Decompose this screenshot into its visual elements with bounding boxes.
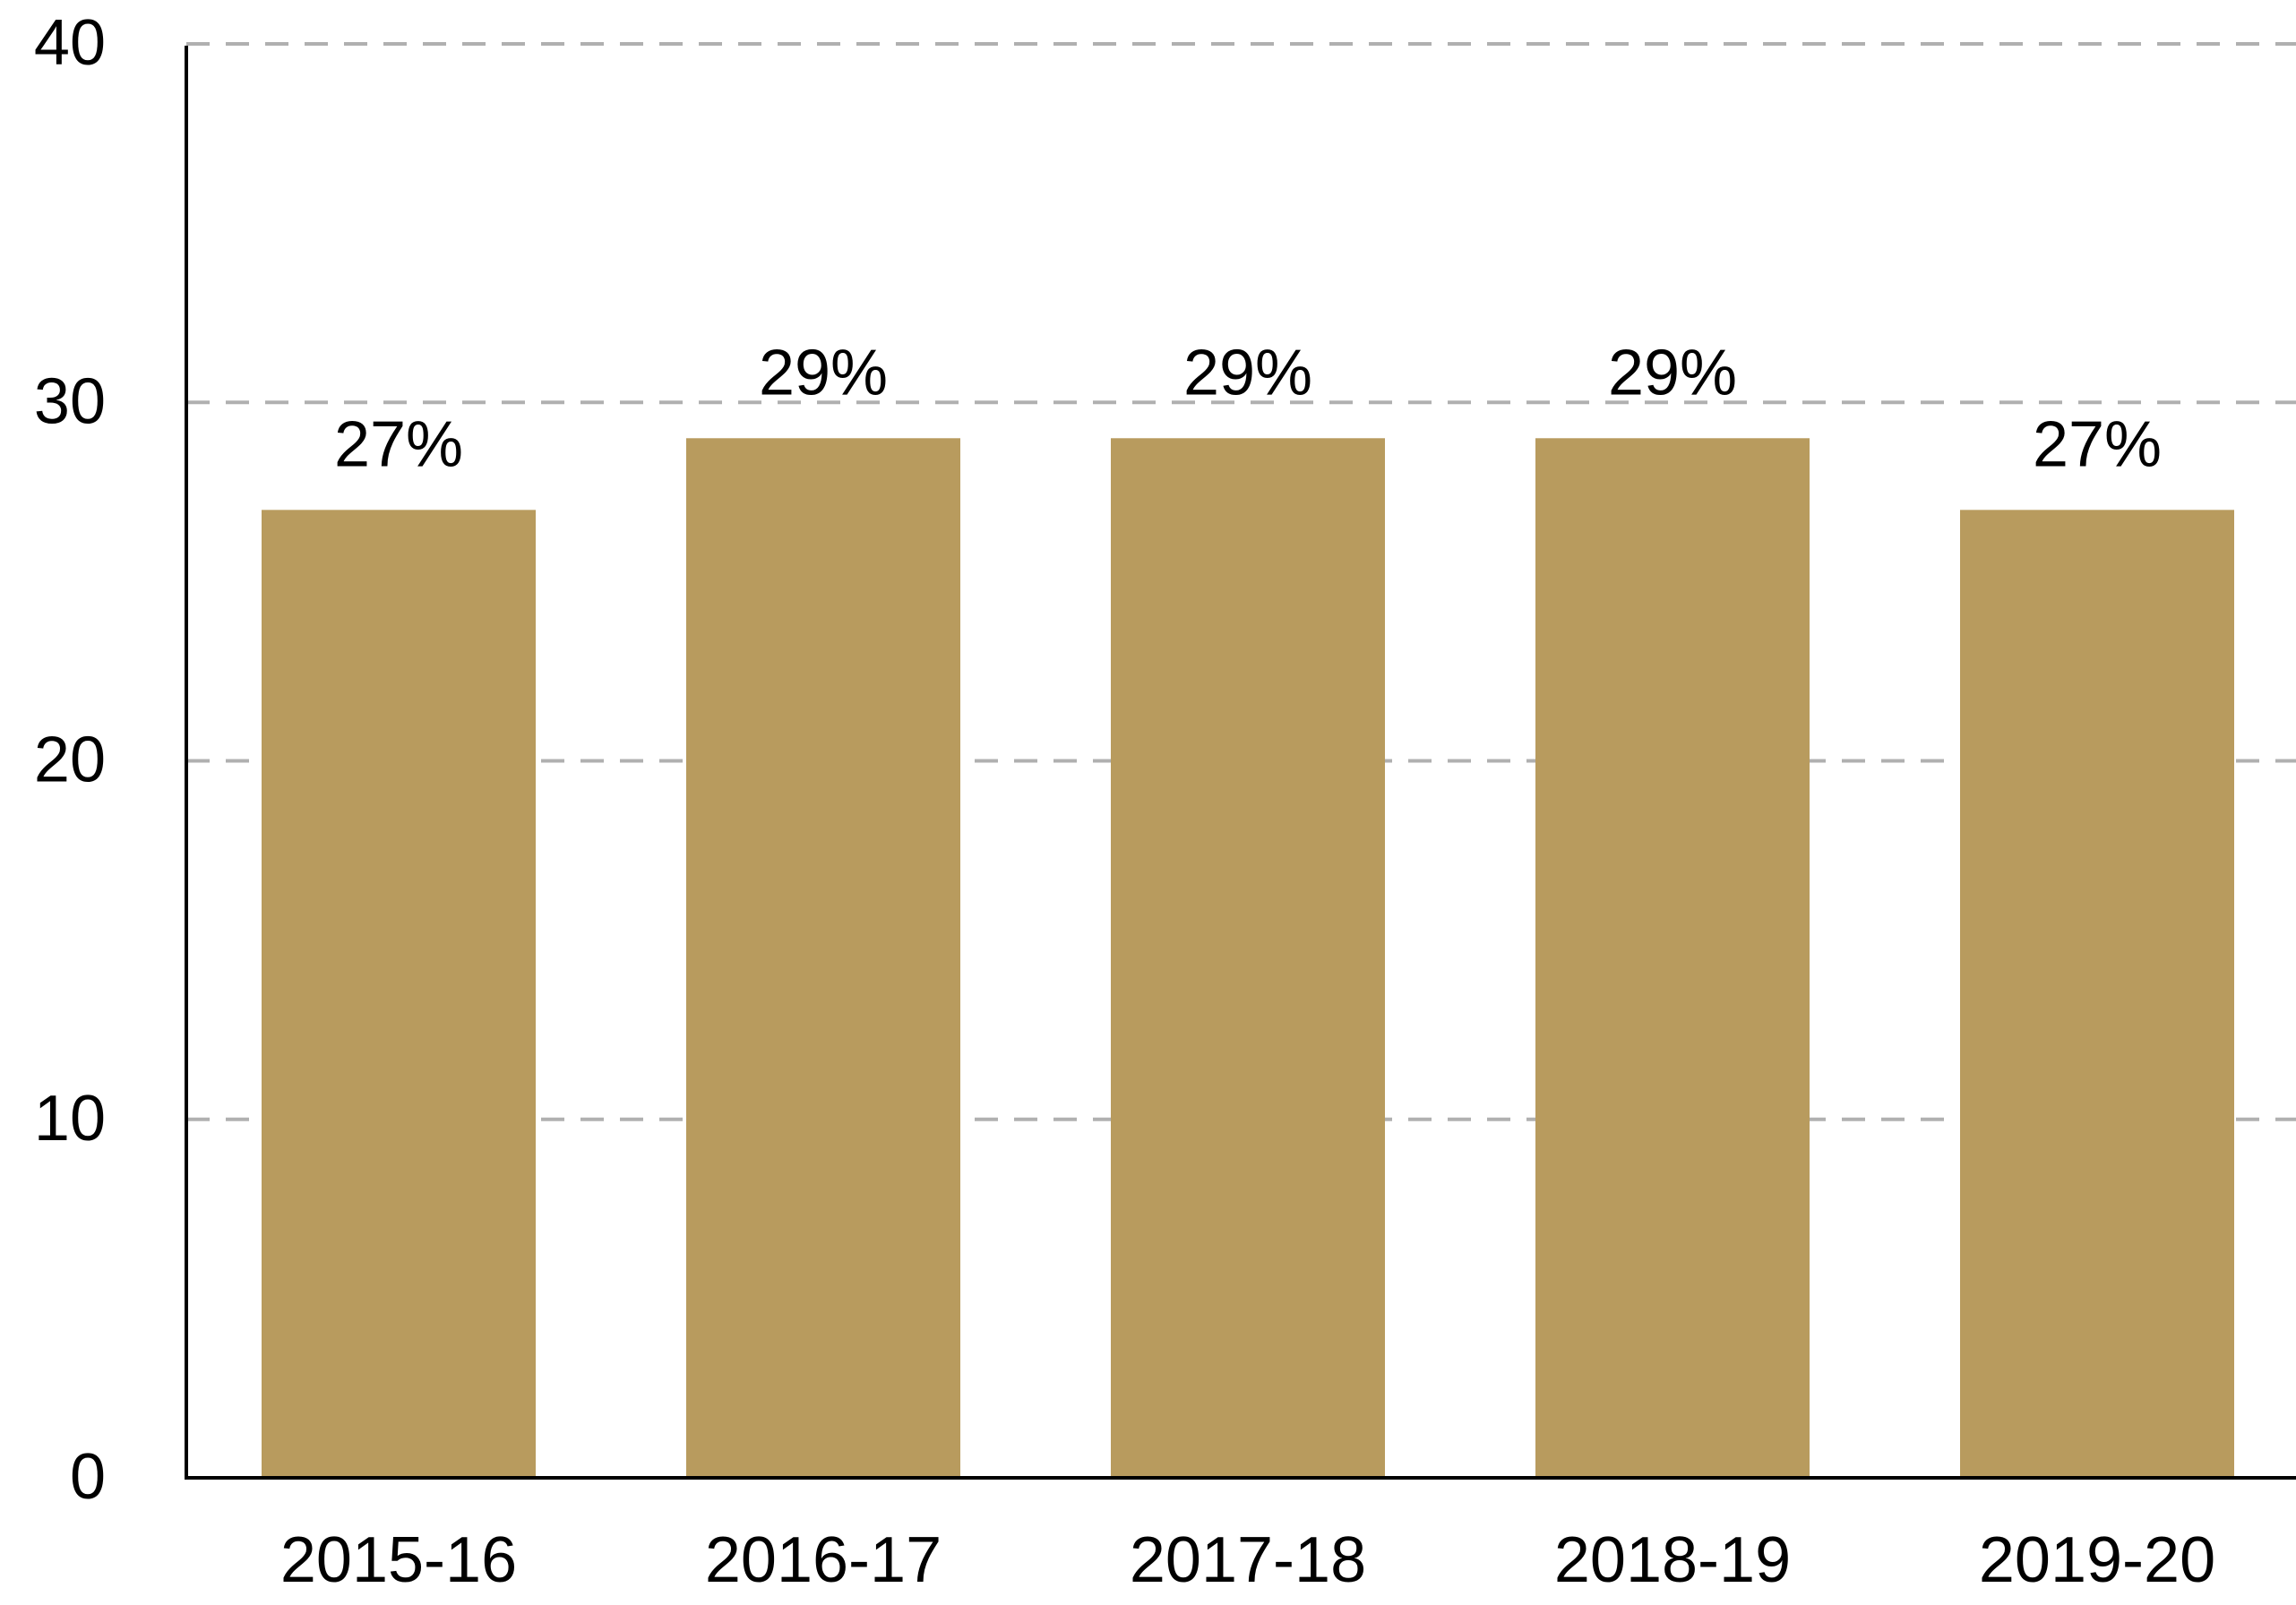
value-label: 29% bbox=[759, 337, 888, 408]
x-tick-label: 2018-19 bbox=[1554, 1524, 1791, 1596]
bars bbox=[262, 438, 2234, 1479]
value-label: 29% bbox=[1183, 337, 1312, 408]
x-tick-label: 2016-17 bbox=[705, 1524, 942, 1596]
x-tick-label: 2015-16 bbox=[280, 1524, 517, 1596]
x-tick-label: 2017-18 bbox=[1130, 1524, 1366, 1596]
bar bbox=[1535, 438, 1810, 1478]
value-label: 27% bbox=[334, 408, 463, 480]
y-tick-label: 30 bbox=[34, 365, 106, 437]
y-tick-label: 40 bbox=[34, 7, 106, 79]
bar bbox=[262, 510, 536, 1479]
labels: 0 10 20 30 40 2015-16 27% 2016-17 29% 2017-18 29% 2… bbox=[34, 7, 2215, 1596]
x-tick-label: 2019-20 bbox=[1979, 1524, 2215, 1596]
value-label: 29% bbox=[1608, 337, 1737, 408]
bar bbox=[686, 438, 960, 1478]
bar bbox=[1960, 510, 2234, 1479]
y-tick-label: 20 bbox=[34, 725, 106, 796]
bar bbox=[1111, 438, 1385, 1478]
y-tick-label: 0 bbox=[70, 1441, 106, 1513]
y-tick-label: 10 bbox=[34, 1083, 106, 1154]
value-label: 27% bbox=[2033, 408, 2162, 480]
